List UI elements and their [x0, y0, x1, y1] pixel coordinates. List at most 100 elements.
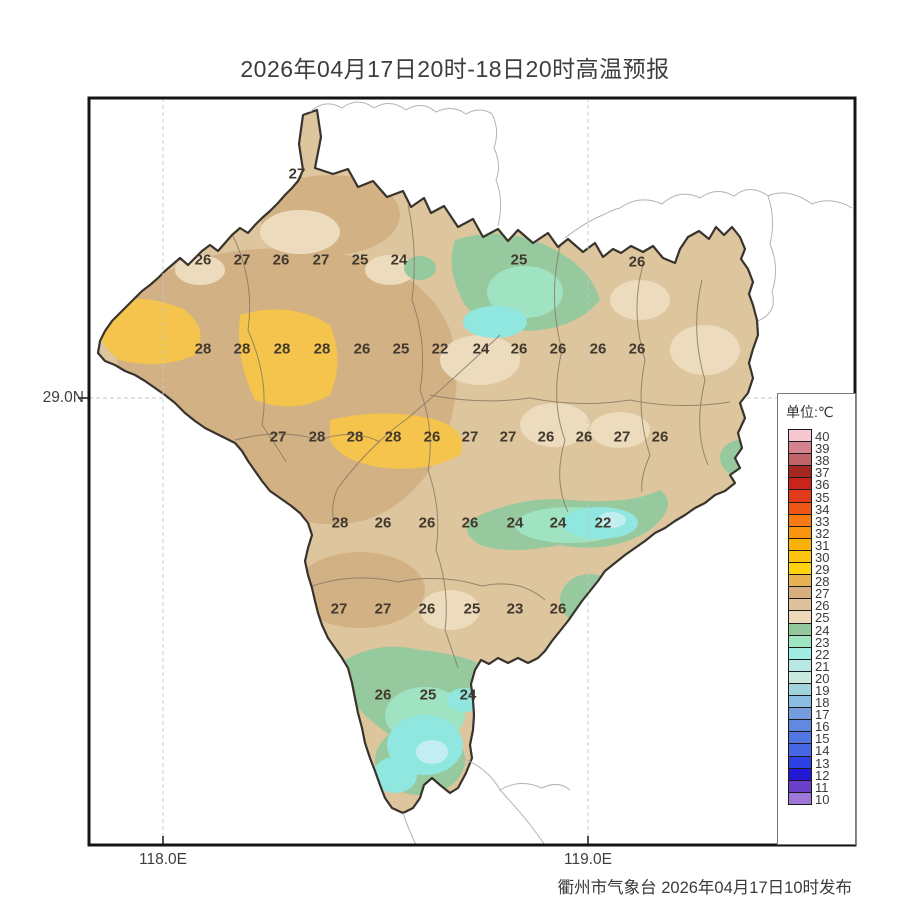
legend-value: 15 — [815, 731, 830, 747]
legend-entry: 16 — [788, 719, 855, 735]
region-outline — [96, 108, 760, 815]
legend-value: 34 — [815, 501, 830, 517]
legend-value: 28 — [815, 574, 830, 590]
temp-label: 25 — [464, 600, 481, 617]
temp-label: 27 — [331, 600, 348, 617]
legend-rows: 40 39 38 37 36 35 34 33 32 31 30 29 28 27 26 25 24 23 22 21… — [788, 429, 855, 807]
temp-label: 25 — [352, 251, 369, 268]
legend-value: 13 — [815, 755, 830, 771]
temp-label: 26 — [424, 428, 441, 445]
temp-label: 27 — [313, 251, 330, 268]
gridlines-lon — [162, 98, 589, 845]
temp-label: 24 — [473, 340, 490, 357]
legend-value: 29 — [815, 562, 830, 578]
attribution: 衢州市气象台 2026年04月17日10时发布 — [557, 879, 852, 897]
temp-label: 26 — [419, 600, 436, 617]
legend-value: 31 — [815, 537, 830, 553]
legend-value: 38 — [815, 453, 830, 469]
legend-value: 25 — [815, 610, 830, 626]
map-region — [96, 108, 760, 815]
temp-label: 24 — [507, 514, 524, 531]
temp-label: 27 — [375, 600, 392, 617]
temp-label: 26 — [590, 340, 607, 357]
legend-value: 35 — [815, 489, 830, 505]
legend-value: 32 — [815, 525, 830, 541]
legend-value: 37 — [815, 465, 830, 481]
legend-value: 19 — [815, 683, 830, 699]
legend-value: 20 — [815, 670, 830, 686]
temp-label: 25 — [511, 251, 528, 268]
temp-label: 26 — [195, 251, 212, 268]
temp-label: 27 — [289, 165, 306, 182]
temp-label: 27 — [500, 428, 517, 445]
neighbor-boundaries — [309, 101, 853, 846]
legend-value: 26 — [815, 598, 830, 614]
legend-value: 17 — [815, 707, 830, 723]
legend-entry: 17 — [788, 707, 855, 723]
temp-label: 28 — [274, 340, 291, 357]
legend-value: 16 — [815, 719, 830, 735]
temp-label: 26 — [375, 686, 392, 703]
temp-label: 25 — [420, 686, 437, 703]
legend-entry: 36 — [788, 477, 855, 493]
temp-label: 28 — [332, 514, 349, 531]
temp-label: 27 — [270, 428, 287, 445]
axis-ticks — [78, 397, 589, 845]
temp-label: 23 — [507, 600, 524, 617]
temp-label: 27 — [614, 428, 631, 445]
legend-entry: 20 — [788, 670, 855, 686]
temp-label: 27 — [462, 428, 479, 445]
temp-label: 25 — [393, 340, 410, 357]
legend-entry: 40 — [788, 429, 855, 445]
legend-entry: 30 — [788, 549, 855, 565]
legend-entry: 38 — [788, 453, 855, 469]
legend-entry: 14 — [788, 743, 855, 759]
legend-value: 23 — [815, 634, 830, 650]
legend-value: 36 — [815, 477, 830, 493]
lon-axis-label-119: 119.0E — [564, 851, 612, 868]
legend-value: 33 — [815, 513, 830, 529]
legend-value: 11 — [815, 779, 829, 795]
legend-value: 18 — [815, 695, 830, 711]
legend-entry: 22 — [788, 646, 855, 662]
temp-label: 28 — [385, 428, 402, 445]
legend-value: 21 — [815, 658, 830, 674]
temp-label: 26 — [538, 428, 555, 445]
temp-label: 26 — [462, 514, 479, 531]
temp-label: 28 — [347, 428, 364, 445]
temp-label: 26 — [354, 340, 371, 357]
lon-axis-label-118: 118.0E — [139, 851, 187, 868]
temp-label: 24 — [550, 514, 567, 531]
temp-label: 28 — [195, 340, 212, 357]
legend-value: 27 — [815, 586, 830, 602]
page-title: 2026年04月17日20时-18日20时高温预报 — [240, 56, 670, 82]
temp-label: 22 — [432, 340, 449, 357]
legend-value: 22 — [815, 646, 830, 662]
legend-entry: 21 — [788, 658, 855, 674]
temp-label: 28 — [234, 340, 251, 357]
legend-title: 单位:℃ — [786, 404, 834, 420]
legend-value: 39 — [815, 441, 830, 457]
temp-label: 24 — [460, 686, 477, 703]
legend-value: 14 — [815, 743, 830, 759]
legend-swatch — [788, 791, 812, 805]
temperature-labels: 27 26 27 26 27 25 24 25 26 28 28 28 28 26 25 22 24 26 26 26… — [195, 165, 669, 703]
temp-label: 28 — [314, 340, 331, 357]
temp-label: 24 — [391, 251, 408, 268]
legend-entry: 10 — [788, 791, 855, 807]
legend: 单位:℃ 40 39 38 37 36 35 34 33 32 31 30 29 28 27 26 25 24 2… — [777, 393, 856, 845]
legend-value: 40 — [815, 429, 830, 445]
legend-entry: 37 — [788, 465, 855, 481]
lat-axis-label: 29.0N — [42, 389, 84, 406]
temp-label: 28 — [309, 428, 326, 445]
temp-label: 26 — [550, 340, 567, 357]
legend-value: 10 — [815, 791, 830, 807]
temp-label: 26 — [511, 340, 528, 357]
temp-label: 26 — [652, 428, 669, 445]
temp-label: 26 — [419, 514, 436, 531]
temp-label: 26 — [576, 428, 593, 445]
temp-label: 26 — [629, 340, 646, 357]
temp-label: 26 — [629, 253, 646, 270]
temp-label: 26 — [375, 514, 392, 531]
